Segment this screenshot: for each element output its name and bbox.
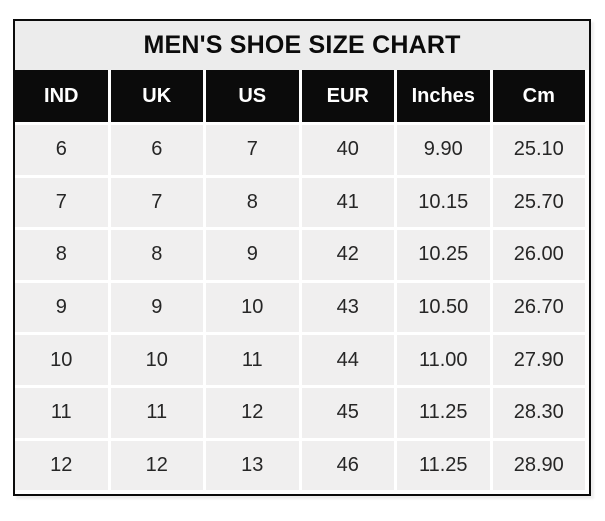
chart-title: MEN'S SHOE SIZE CHART <box>15 21 589 70</box>
table-cell: 46 <box>301 440 394 491</box>
table-cell: 26.70 <box>492 282 585 333</box>
table-cell: 10 <box>110 335 203 385</box>
table-cell: 8 <box>15 230 108 280</box>
table-cell: 9 <box>110 282 203 333</box>
table-cell: 6 <box>15 125 108 175</box>
table-cell: 9 <box>206 230 299 280</box>
column-header-us: US <box>206 70 299 122</box>
table-cell: 7 <box>110 177 203 228</box>
table-cell: 44 <box>301 335 394 385</box>
table-cell: 11 <box>110 387 203 438</box>
table-cell: 6 <box>110 125 203 175</box>
column-header-eur: EUR <box>301 70 394 122</box>
table-cell: 27.90 <box>492 335 585 385</box>
table-cell: 11.25 <box>397 387 490 438</box>
table-cell: 40 <box>301 125 394 175</box>
table-cell: 11 <box>15 387 108 438</box>
table-cell: 41 <box>301 177 394 228</box>
column-header-cm: Cm <box>492 70 585 122</box>
table-cell: 25.10 <box>492 125 585 175</box>
table-cell: 10.25 <box>397 230 490 280</box>
table-cell: 7 <box>15 177 108 228</box>
table-cell: 8 <box>110 230 203 280</box>
table-cell: 12 <box>206 387 299 438</box>
table-cell: 8 <box>206 177 299 228</box>
table-cell: 43 <box>301 282 394 333</box>
table-cell: 25.70 <box>492 177 585 228</box>
table-cell: 11.25 <box>397 440 490 491</box>
table-cell: 26.00 <box>492 230 585 280</box>
table-cell: 11 <box>206 335 299 385</box>
table-cell: 11.00 <box>397 335 490 385</box>
table-cell: 28.90 <box>492 440 585 491</box>
column-header-inches: Inches <box>397 70 490 122</box>
table-cell: 10.50 <box>397 282 490 333</box>
column-header-uk: UK <box>110 70 203 122</box>
size-table-grid: IND UK US EUR Inches Cm 6 6 7 40 9.90 25… <box>15 70 589 494</box>
table-cell: 12 <box>15 440 108 491</box>
table-cell: 9.90 <box>397 125 490 175</box>
table-cell: 10 <box>206 282 299 333</box>
table-cell: 42 <box>301 230 394 280</box>
table-cell: 9 <box>15 282 108 333</box>
table-cell: 10 <box>15 335 108 385</box>
table-cell: 7 <box>206 125 299 175</box>
table-cell: 13 <box>206 440 299 491</box>
table-cell: 45 <box>301 387 394 438</box>
table-cell: 10.15 <box>397 177 490 228</box>
table-cell: 12 <box>110 440 203 491</box>
table-cell: 28.30 <box>492 387 585 438</box>
shoe-size-chart-table: MEN'S SHOE SIZE CHART IND UK US EUR Inch… <box>13 19 591 496</box>
column-header-ind: IND <box>15 70 108 122</box>
